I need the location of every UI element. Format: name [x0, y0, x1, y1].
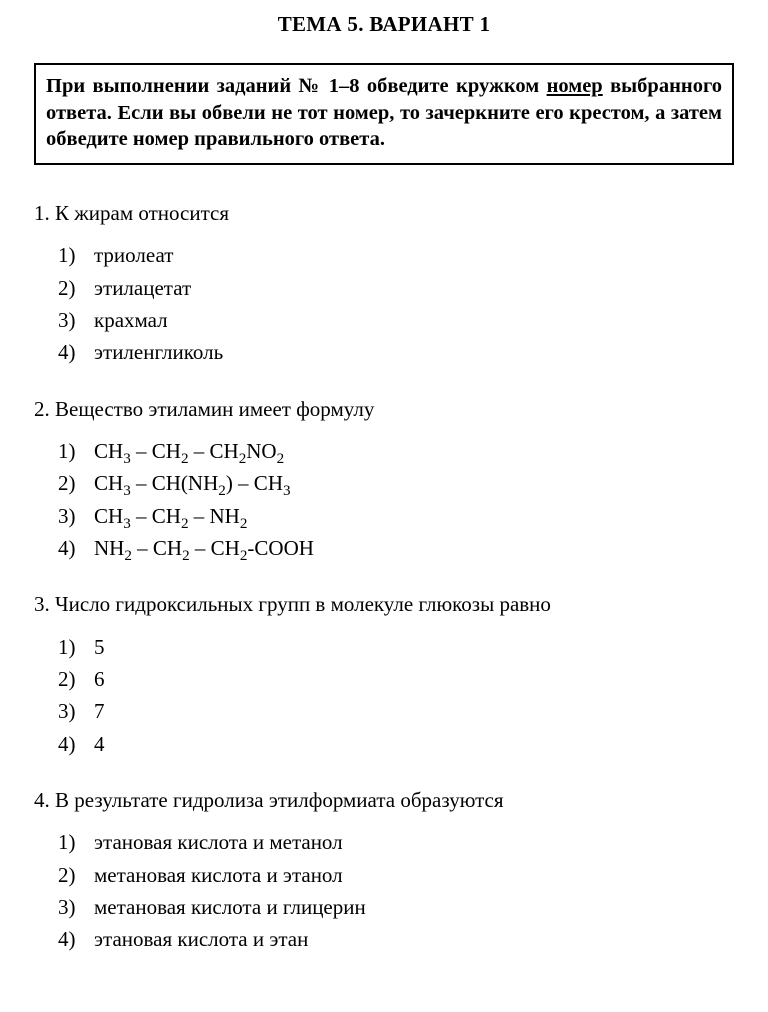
- option-number: 3): [58, 306, 94, 334]
- option-text: этиленгликоль: [94, 338, 223, 366]
- option-text: CH3 – CH(NH2) – CH3: [94, 469, 291, 497]
- option-text: этановая кислота и метанол: [94, 828, 343, 856]
- question-stem: 4. В результате гидролиза этилформиата о…: [34, 786, 734, 814]
- question-number: 2.: [34, 397, 50, 421]
- option-text: 7: [94, 697, 105, 725]
- option-text: 4: [94, 730, 105, 758]
- option-item[interactable]: 1) 5: [58, 633, 734, 661]
- question-number: 1.: [34, 201, 50, 225]
- option-text: CH3 – CH2 – CH2NO2: [94, 437, 284, 465]
- option-text: 6: [94, 665, 105, 693]
- question-text: В результате гидролиза этилформиата обра…: [55, 788, 504, 812]
- option-item[interactable]: 1) этановая кислота и метанол: [58, 828, 734, 856]
- question-stem: 2. Вещество этиламин имеет формулу: [34, 395, 734, 423]
- option-item[interactable]: 1) CH3 – CH2 – CH2NO2: [58, 437, 734, 465]
- question-stem: 1. К жирам относится: [34, 199, 734, 227]
- question-text: Вещество этиламин имеет формулу: [55, 397, 374, 421]
- option-number: 1): [58, 828, 94, 856]
- option-number: 2): [58, 861, 94, 889]
- option-item[interactable]: 3) метановая кислота и глицерин: [58, 893, 734, 921]
- question-number: 4.: [34, 788, 50, 812]
- option-text: этановая кислота и этан: [94, 925, 308, 953]
- option-item[interactable]: 4) NH2 – CH2 – CH2-COOH: [58, 534, 734, 562]
- option-text: триолеат: [94, 241, 173, 269]
- option-item[interactable]: 1) триолеат: [58, 241, 734, 269]
- option-item[interactable]: 2) метановая кислота и этанол: [58, 861, 734, 889]
- option-text: крахмал: [94, 306, 168, 334]
- option-number: 2): [58, 274, 94, 302]
- option-number: 4): [58, 925, 94, 953]
- question-2: 2. Вещество этиламин имеет формулу 1) CH…: [34, 395, 734, 563]
- option-number: 1): [58, 241, 94, 269]
- question-number: 3.: [34, 592, 50, 616]
- instruction-underlined: номер: [547, 75, 603, 97]
- option-number: 1): [58, 633, 94, 661]
- question-4: 4. В результате гидролиза этилформиата о…: [34, 786, 734, 954]
- option-number: 4): [58, 730, 94, 758]
- question-text: К жирам относится: [55, 201, 229, 225]
- question-text: Число гидроксильных групп в молекуле глю…: [55, 592, 551, 616]
- option-number: 4): [58, 534, 94, 562]
- option-item[interactable]: 2) CH3 – CH(NH2) – CH3: [58, 469, 734, 497]
- option-number: 2): [58, 665, 94, 693]
- option-number: 1): [58, 437, 94, 465]
- option-text: CH3 – CH2 – NH2: [94, 502, 247, 530]
- option-number: 2): [58, 469, 94, 497]
- option-list: 1) 5 2) 6 3) 7 4) 4: [34, 633, 734, 758]
- option-text: 5: [94, 633, 105, 661]
- option-text: метановая кислота и этанол: [94, 861, 343, 889]
- option-item[interactable]: 4) этановая кислота и этан: [58, 925, 734, 953]
- option-number: 4): [58, 338, 94, 366]
- option-text: метановая кислота и глицерин: [94, 893, 366, 921]
- option-number: 3): [58, 697, 94, 725]
- option-list: 1) триолеат 2) этилацетат 3) крахмал 4) …: [34, 241, 734, 366]
- option-number: 3): [58, 893, 94, 921]
- option-number: 3): [58, 502, 94, 530]
- option-item[interactable]: 2) 6: [58, 665, 734, 693]
- question-1: 1. К жирам относится 1) триолеат 2) этил…: [34, 199, 734, 367]
- page-title: ТЕМА 5. ВАРИАНТ 1: [34, 12, 734, 37]
- option-item[interactable]: 3) 7: [58, 697, 734, 725]
- option-item[interactable]: 3) крахмал: [58, 306, 734, 334]
- option-item[interactable]: 3) CH3 – CH2 – NH2: [58, 502, 734, 530]
- question-stem: 3. Число гидроксильных групп в молекуле …: [34, 590, 734, 618]
- option-text: NH2 – CH2 – CH2-COOH: [94, 534, 314, 562]
- option-text: этилацетат: [94, 274, 191, 302]
- option-list: 1) CH3 – CH2 – CH2NO2 2) CH3 – CH(NH2) –…: [34, 437, 734, 562]
- option-item[interactable]: 4) этиленгликоль: [58, 338, 734, 366]
- option-item[interactable]: 4) 4: [58, 730, 734, 758]
- question-3: 3. Число гидроксильных групп в молекуле …: [34, 590, 734, 758]
- page: ТЕМА 5. ВАРИАНТ 1 При выполнении заданий…: [0, 0, 768, 1012]
- option-list: 1) этановая кислота и метанол 2) метанов…: [34, 828, 734, 953]
- instruction-box: При выполнении заданий № 1–8 обведите кр…: [34, 63, 734, 165]
- instruction-part1: При выполнении заданий № 1–8 обведите кр…: [46, 75, 547, 97]
- option-item[interactable]: 2) этилацетат: [58, 274, 734, 302]
